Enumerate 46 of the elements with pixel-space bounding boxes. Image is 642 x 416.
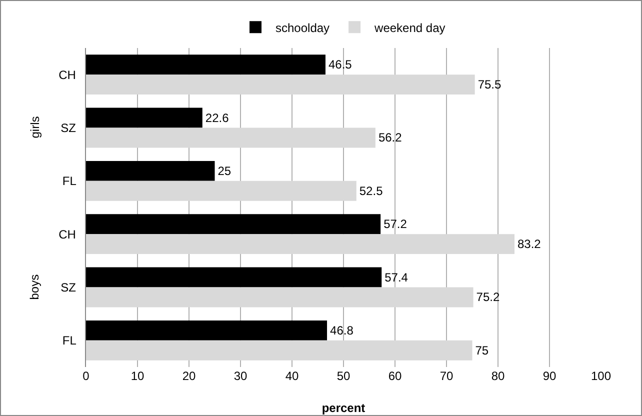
x-tick-label: 30 (234, 369, 248, 383)
data-label: 75 (475, 343, 489, 358)
x-tick-label: 10 (130, 369, 144, 383)
data-label: 75.2 (476, 290, 500, 304)
bar (86, 108, 202, 128)
data-label: 75.5 (478, 78, 502, 92)
y-tick-label: SZ (60, 120, 83, 135)
text: boys (27, 274, 42, 300)
x-axis-title: percent (322, 401, 366, 415)
bar (86, 160, 215, 181)
bar (86, 128, 376, 148)
bar (86, 54, 326, 75)
x-tick-label: 50 (336, 369, 350, 383)
y-tick-label: CH (58, 227, 83, 242)
data-label: 57.4 (384, 270, 408, 284)
data-label: 46.5 (328, 58, 352, 72)
y-tick-label: CH (58, 68, 83, 82)
legend-label: weekend day (374, 20, 446, 35)
x-tick-label: 100 (590, 369, 612, 383)
y-tick-label: FL (62, 334, 83, 348)
data-label: 25 (218, 164, 232, 178)
legend-label: schoolday (276, 20, 330, 35)
x-tick-label: 0 (82, 369, 90, 383)
data-label: 46.8 (330, 323, 354, 338)
bar (86, 74, 475, 95)
x-tick-label: 60 (388, 369, 402, 383)
bar (86, 180, 356, 201)
bar (86, 214, 381, 234)
bar (86, 340, 472, 360)
x-tick-label: 20 (182, 369, 196, 383)
y-tick-label: SZ (60, 280, 83, 294)
data-label: 57.2 (384, 217, 408, 232)
x-tick-label: 70 (440, 369, 454, 383)
text: girls (28, 116, 42, 138)
y-tick-label: FL (62, 174, 83, 188)
data-label: 22.6 (205, 110, 230, 125)
bar (86, 267, 382, 288)
data-label: 52.5 (359, 184, 384, 198)
data-label: 83.2 (517, 237, 542, 252)
bar (86, 320, 328, 340)
x-tick-label: 90 (542, 369, 556, 383)
bar (86, 287, 474, 308)
bar (86, 234, 514, 254)
x-tick-label: 40 (285, 369, 299, 383)
data-label: 56.2 (378, 130, 402, 145)
x-tick-label: 80 (491, 369, 505, 383)
